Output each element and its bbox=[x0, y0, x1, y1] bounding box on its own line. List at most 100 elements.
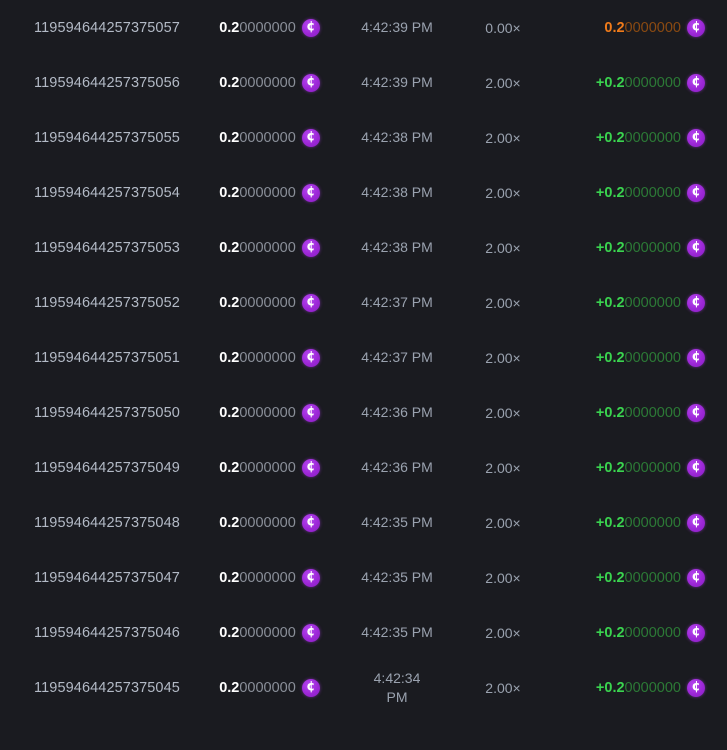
bet-time-value: 4:42:36 PM bbox=[361, 459, 433, 476]
bet-id-value: 119594644257375056 bbox=[34, 74, 180, 91]
table-row[interactable]: 119594644257375052 0.20000000 ¢ 4:42:37 PM 2… bbox=[0, 275, 727, 330]
bet-amount-lead: 0.2 bbox=[219, 624, 240, 641]
bet-id-cell[interactable]: 119594644257375057 bbox=[12, 20, 202, 36]
bet-amount-value: 0.20000000 bbox=[219, 625, 296, 641]
currency-coin-icon: ¢ bbox=[301, 238, 320, 257]
currency-glyph: ¢ bbox=[691, 239, 701, 255]
bet-amount-value: 0.20000000 bbox=[219, 680, 296, 696]
bet-multiplier-cell: 2.00× bbox=[457, 295, 549, 311]
currency-glyph: ¢ bbox=[691, 74, 701, 90]
bet-id-cell[interactable]: 119594644257375051 bbox=[12, 350, 202, 366]
bet-time-cell: 4:42:38 PM bbox=[337, 183, 457, 202]
bet-amount-value: 0.20000000 bbox=[219, 75, 296, 91]
bet-id-cell[interactable]: 119594644257375046 bbox=[12, 625, 202, 641]
currency-glyph: ¢ bbox=[691, 129, 701, 145]
bet-payout-trail: 0000000 bbox=[624, 74, 681, 91]
bet-id-value: 119594644257375049 bbox=[34, 459, 180, 476]
bet-id-value: 119594644257375046 bbox=[34, 624, 180, 641]
currency-coin-icon: ¢ bbox=[301, 18, 320, 37]
bet-payout-cell-win: +0.20000000 ¢ bbox=[549, 458, 709, 477]
table-row[interactable]: 119594644257375050 0.20000000 ¢ 4:42:36 PM 2… bbox=[0, 385, 727, 440]
bet-time-value: 4:42:34 PM bbox=[374, 669, 421, 707]
table-row[interactable]: 119594644257375053 0.20000000 ¢ 4:42:38 PM 2… bbox=[0, 220, 727, 275]
table-row[interactable]: 119594644257375057 0.20000000 ¢ 4:42:39 PM 0… bbox=[0, 0, 727, 55]
bet-amount-trail: 0000000 bbox=[239, 19, 296, 36]
bet-multiplier-cell: 2.00× bbox=[457, 515, 549, 531]
bet-id-value: 119594644257375051 bbox=[34, 349, 180, 366]
bet-time-meridiem: PM bbox=[386, 688, 408, 705]
bet-time-cell: 4:42:36 PM bbox=[337, 403, 457, 422]
bet-id-cell[interactable]: 119594644257375047 bbox=[12, 570, 202, 586]
bet-amount-cell: 0.20000000 ¢ bbox=[202, 238, 337, 257]
bet-id-cell[interactable]: 119594644257375054 bbox=[12, 185, 202, 201]
bet-payout-trail: 0000000 bbox=[624, 349, 681, 366]
currency-glyph: ¢ bbox=[306, 129, 316, 145]
bet-payout-trail: 0000000 bbox=[624, 184, 681, 201]
bet-id-cell[interactable]: 119594644257375045 bbox=[12, 680, 202, 696]
bet-payout-trail: 0000000 bbox=[624, 514, 681, 531]
table-row[interactable]: 119594644257375045 0.20000000 ¢ 4:42:34 PM 2.… bbox=[0, 660, 727, 715]
bet-payout-lead: +0.2 bbox=[595, 239, 625, 256]
bet-multiplier-cell: 2.00× bbox=[457, 680, 549, 696]
bet-amount-lead: 0.2 bbox=[219, 349, 240, 366]
bet-amount-lead: 0.2 bbox=[219, 569, 240, 586]
currency-glyph: ¢ bbox=[306, 19, 316, 35]
table-row[interactable]: 119594644257375051 0.20000000 ¢ 4:42:37 PM 2… bbox=[0, 330, 727, 385]
bet-payout-trail: 0000000 bbox=[624, 459, 681, 476]
bet-amount-lead: 0.2 bbox=[219, 184, 240, 201]
currency-coin-icon: ¢ bbox=[687, 458, 705, 477]
bet-id-cell[interactable]: 119594644257375049 bbox=[12, 460, 202, 476]
bet-id-cell[interactable]: 119594644257375050 bbox=[12, 405, 202, 421]
bet-multiplier-cell: 2.00× bbox=[457, 460, 549, 476]
bet-payout-trail: 0000000 bbox=[624, 624, 681, 641]
bet-payout-trail: 0000000 bbox=[624, 679, 681, 696]
bet-multiplier-value: 2.00× bbox=[485, 129, 521, 146]
currency-glyph: ¢ bbox=[691, 19, 701, 35]
table-row[interactable]: 119594644257375048 0.20000000 ¢ 4:42:35 PM 2… bbox=[0, 495, 727, 550]
bet-id-cell[interactable]: 119594644257375052 bbox=[12, 295, 202, 311]
bet-amount-trail: 0000000 bbox=[239, 349, 296, 366]
bet-id-cell[interactable]: 119594644257375056 bbox=[12, 75, 202, 91]
bet-id-cell[interactable]: 119594644257375055 bbox=[12, 130, 202, 146]
bet-amount-value: 0.20000000 bbox=[219, 295, 296, 311]
bet-amount-cell: 0.20000000 ¢ bbox=[202, 18, 337, 37]
bet-id-cell[interactable]: 119594644257375048 bbox=[12, 515, 202, 531]
bet-id-value: 119594644257375054 bbox=[34, 184, 180, 201]
bet-amount-lead: 0.2 bbox=[219, 679, 240, 696]
bet-time-cell: 4:42:36 PM bbox=[337, 458, 457, 477]
bet-payout-lead: 0.2 bbox=[604, 19, 625, 36]
bet-payout-trail: 0000000 bbox=[624, 294, 681, 311]
currency-coin-icon: ¢ bbox=[687, 678, 705, 697]
bet-amount-cell: 0.20000000 ¢ bbox=[202, 348, 337, 367]
table-row[interactable]: 119594644257375054 0.20000000 ¢ 4:42:38 PM 2… bbox=[0, 165, 727, 220]
table-row[interactable]: 119594644257375046 0.20000000 ¢ 4:42:35 PM 2… bbox=[0, 605, 727, 660]
bet-amount-lead: 0.2 bbox=[219, 514, 240, 531]
bet-amount-cell: 0.20000000 ¢ bbox=[202, 513, 337, 532]
currency-coin-icon: ¢ bbox=[687, 238, 705, 257]
currency-glyph: ¢ bbox=[691, 514, 701, 530]
table-row[interactable]: 119594644257375047 0.20000000 ¢ 4:42:35 PM 2… bbox=[0, 550, 727, 605]
bet-multiplier-cell: 2.00× bbox=[457, 130, 549, 146]
bet-payout-value: +0.20000000 bbox=[596, 570, 681, 586]
bet-time-cell: 4:42:39 PM bbox=[337, 18, 457, 37]
bet-amount-value: 0.20000000 bbox=[219, 460, 296, 476]
bet-time-cell: 4:42:37 PM bbox=[337, 348, 457, 367]
table-row[interactable]: 119594644257375055 0.20000000 ¢ 4:42:38 PM 2… bbox=[0, 110, 727, 165]
currency-glyph: ¢ bbox=[306, 239, 316, 255]
bet-payout-cell-win: +0.20000000 ¢ bbox=[549, 623, 709, 642]
bet-amount-cell: 0.20000000 ¢ bbox=[202, 73, 337, 92]
bet-time-cell: 4:42:34 PM bbox=[337, 669, 457, 707]
bet-amount-value: 0.20000000 bbox=[219, 405, 296, 421]
bet-amount-trail: 0000000 bbox=[239, 459, 296, 476]
bet-id-cell[interactable]: 119594644257375053 bbox=[12, 240, 202, 256]
bet-time-value: 4:42:37 PM bbox=[361, 349, 433, 366]
table-row[interactable]: 119594644257375049 0.20000000 ¢ 4:42:36 PM 2… bbox=[0, 440, 727, 495]
currency-glyph: ¢ bbox=[306, 514, 316, 530]
bet-payout-lead: +0.2 bbox=[595, 129, 625, 146]
currency-glyph: ¢ bbox=[691, 184, 701, 200]
bet-payout-lead: +0.2 bbox=[595, 74, 625, 91]
bet-multiplier-value: 2.00× bbox=[485, 514, 521, 531]
table-row[interactable]: 119594644257375056 0.20000000 ¢ 4:42:39 PM 2… bbox=[0, 55, 727, 110]
bet-payout-trail: 0000000 bbox=[624, 239, 681, 256]
